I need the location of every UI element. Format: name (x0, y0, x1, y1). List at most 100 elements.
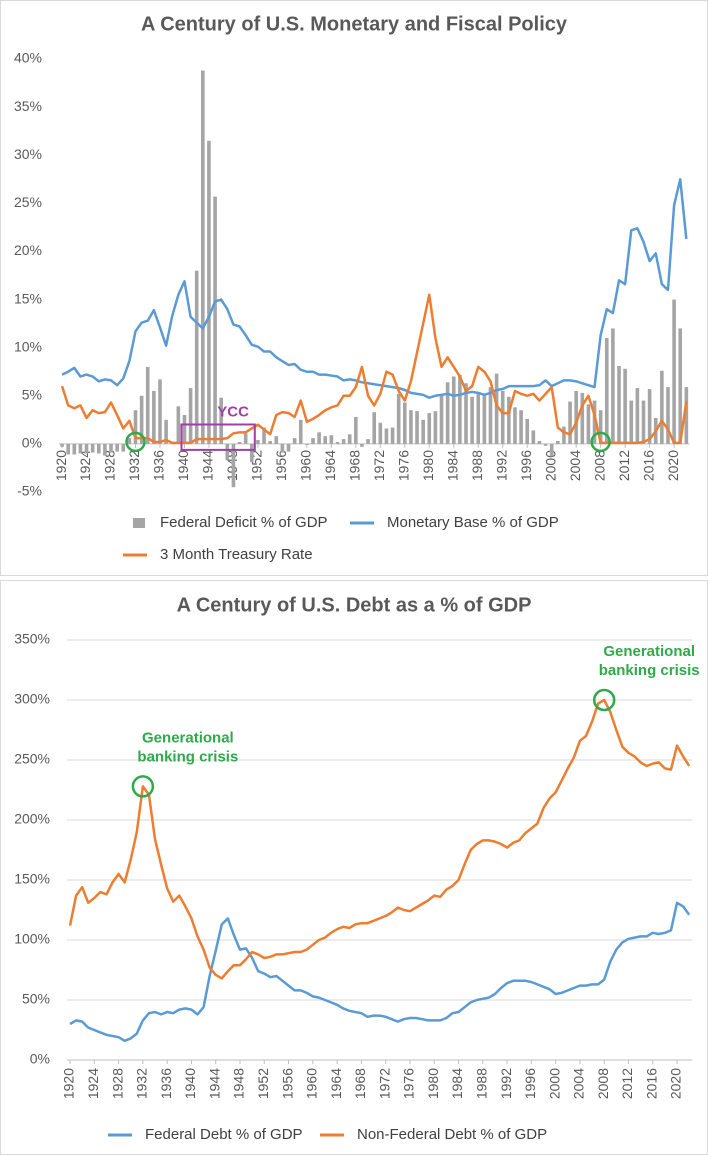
y-tick-label: 200% (14, 811, 50, 827)
bar (305, 443, 309, 445)
bar (513, 407, 517, 444)
x-tick-label: 1936 (158, 1068, 174, 1099)
x-tick-label: 1988 (473, 1068, 489, 1099)
bar (60, 443, 64, 447)
bar (243, 433, 248, 444)
x-tick-label: 1928 (102, 450, 118, 481)
bar (366, 439, 370, 444)
x-tick-label: 2000 (542, 450, 558, 481)
legend-label: Monetary Base % of GDP (387, 514, 559, 531)
x-tick-label: 1980 (425, 1068, 441, 1099)
bar (378, 422, 383, 444)
y-tick-label: 100% (14, 931, 50, 947)
x-tick-label: 1996 (518, 450, 534, 481)
bar (347, 434, 352, 444)
y-tick-label: 0% (30, 1051, 50, 1067)
x-tick-label: 1952 (255, 1068, 271, 1099)
bar (249, 443, 254, 463)
bar (145, 366, 150, 444)
bar (384, 428, 389, 444)
bar (494, 373, 499, 444)
bar (415, 411, 419, 444)
bar (580, 392, 585, 444)
x-tick-label: 1932 (126, 450, 142, 481)
bar (427, 413, 432, 444)
bar (109, 443, 113, 453)
bar (458, 374, 462, 444)
bar (507, 396, 511, 444)
y-tick-label: 150% (14, 871, 50, 887)
annotation-label: banking crisis (599, 662, 700, 679)
bar (329, 435, 334, 444)
x-tick-label: 1980 (420, 450, 436, 481)
bar (280, 443, 285, 453)
x-tick-label: 1984 (444, 450, 460, 481)
x-tick-label: 1992 (493, 450, 509, 481)
x-tick-label: 2016 (643, 1068, 659, 1099)
bar (231, 443, 236, 488)
x-tick-label: 2008 (591, 450, 607, 481)
bar (262, 427, 266, 444)
bar (139, 395, 144, 444)
x-tick-label: 1924 (77, 450, 93, 481)
bar (672, 299, 676, 444)
x-tick-label: 2004 (571, 1068, 587, 1099)
highlight-circle (125, 431, 146, 453)
line-series (69, 901, 691, 1043)
bar (482, 395, 487, 444)
bar (219, 397, 223, 444)
bar (396, 393, 401, 444)
bar (451, 376, 456, 444)
bar (525, 418, 530, 444)
bar (90, 443, 95, 453)
x-tick-label: 1920 (61, 1068, 77, 1099)
bar (666, 387, 670, 444)
x-tick-label: 2012 (616, 450, 632, 481)
x-tick-label: 1964 (328, 1068, 344, 1099)
bar (635, 388, 640, 444)
annotation-box (180, 423, 256, 451)
bar (543, 443, 548, 446)
bar (574, 390, 578, 444)
bar (268, 441, 272, 444)
y-tick-label: 300% (14, 691, 50, 707)
legend-label: Non-Federal Debt % of GDP (357, 1126, 547, 1143)
x-tick-label: 1968 (347, 450, 363, 481)
y-tick-label: 20% (14, 242, 42, 258)
x-tick-label: 1940 (182, 1068, 198, 1099)
x-tick-label: 1992 (498, 1068, 514, 1099)
panel (0, 580, 708, 1155)
bar (194, 270, 199, 444)
legend-label: Federal Deficit % of GDP (160, 514, 328, 531)
bar (647, 389, 652, 444)
bar (403, 402, 407, 444)
bar (592, 400, 597, 444)
annotation-label: Generational (603, 643, 695, 660)
bar (537, 441, 542, 444)
highlight-circle (590, 431, 611, 453)
bar (274, 436, 279, 444)
x-tick-label: 1976 (396, 450, 412, 481)
bar (629, 400, 634, 444)
y-tick-label: 250% (14, 751, 50, 767)
x-tick-label: 2004 (567, 450, 583, 481)
bar (549, 443, 554, 457)
bar (78, 443, 83, 454)
bar (372, 412, 376, 444)
bar (617, 365, 621, 444)
y-tick-label: 5% (22, 386, 42, 402)
bar (335, 441, 340, 444)
bar (317, 432, 321, 444)
bar (678, 328, 683, 444)
x-tick-label: 1976 (401, 1068, 417, 1099)
bar (158, 379, 162, 444)
bar (133, 410, 138, 444)
y-tick-label: 10% (14, 338, 42, 354)
bar (500, 390, 505, 444)
bar (115, 443, 119, 452)
x-tick-label: 1936 (151, 450, 167, 481)
bar (476, 391, 481, 444)
bar (586, 404, 591, 444)
x-tick-label: 1956 (279, 1068, 295, 1099)
